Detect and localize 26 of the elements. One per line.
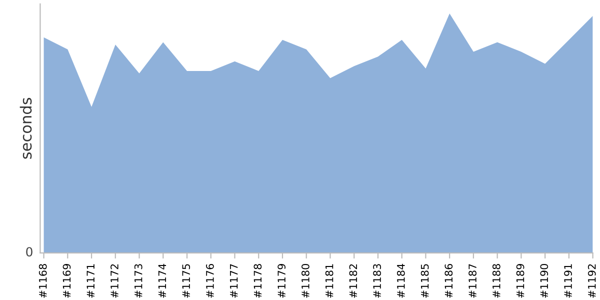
x-tick-label: #1178: [254, 264, 262, 298]
x-tick-label: #1171: [86, 264, 94, 298]
x-tick-label: #1181: [325, 264, 334, 298]
x-tick-label: #1184: [396, 264, 405, 298]
x-tick-label: #1188: [492, 264, 500, 298]
x-tick-label: #1177: [230, 264, 238, 298]
x-tick-label: #1185: [420, 264, 429, 298]
x-tick-label: #1191: [564, 264, 572, 298]
x-tick-label: #1175: [182, 264, 190, 298]
x-tick-label: #1176: [206, 264, 214, 298]
x-tick-label: #1192: [588, 264, 596, 298]
x-tick-label: #1168: [38, 264, 47, 298]
x-tick-label: #1190: [540, 264, 548, 298]
x-tick-label: #1189: [516, 264, 524, 298]
x-tick-label: #1174: [158, 264, 166, 298]
x-tick-label: #1169: [62, 264, 71, 298]
y-axis-title: seconds: [20, 98, 32, 159]
text: 0: [26, 247, 32, 257]
x-tick-label: #1179: [278, 264, 286, 298]
x-tick-label: #1183: [373, 264, 381, 298]
x-tick-label: #1172: [110, 264, 118, 298]
x-tick-label: #1186: [444, 264, 453, 298]
x-tick-label: #1180: [302, 264, 310, 298]
x-tick-label: #1173: [134, 264, 142, 298]
x-tick-label: #1182: [349, 264, 358, 298]
x-tick-label: #1187: [468, 264, 476, 298]
